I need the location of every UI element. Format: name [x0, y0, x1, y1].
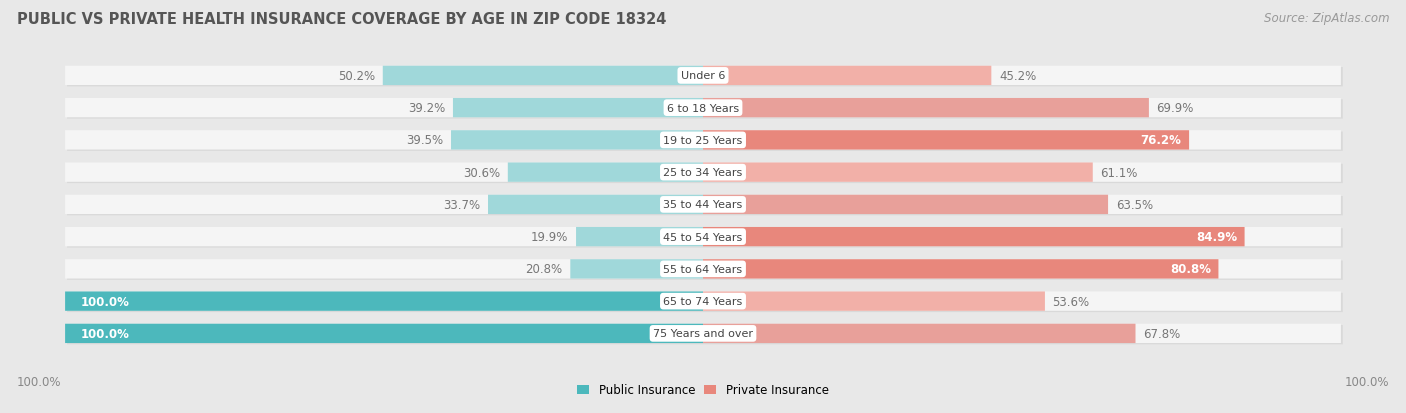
FancyBboxPatch shape — [65, 292, 703, 311]
FancyBboxPatch shape — [65, 324, 1341, 343]
FancyBboxPatch shape — [65, 260, 1341, 279]
Text: 76.2%: 76.2% — [1140, 134, 1181, 147]
Text: 45.2%: 45.2% — [1000, 70, 1036, 83]
FancyBboxPatch shape — [65, 292, 1341, 311]
FancyBboxPatch shape — [67, 197, 1343, 216]
Text: 39.5%: 39.5% — [406, 134, 443, 147]
FancyBboxPatch shape — [65, 131, 1341, 150]
Text: 84.9%: 84.9% — [1197, 230, 1237, 244]
FancyBboxPatch shape — [67, 68, 1343, 87]
Text: 65 to 74 Years: 65 to 74 Years — [664, 297, 742, 306]
FancyBboxPatch shape — [508, 163, 703, 183]
FancyBboxPatch shape — [67, 100, 1343, 119]
Text: 53.6%: 53.6% — [1053, 295, 1090, 308]
FancyBboxPatch shape — [67, 325, 1343, 344]
Text: 100.0%: 100.0% — [17, 375, 62, 388]
Text: 75 Years and over: 75 Years and over — [652, 329, 754, 339]
Text: 55 to 64 Years: 55 to 64 Years — [664, 264, 742, 274]
Text: 69.9%: 69.9% — [1157, 102, 1194, 115]
Text: 33.7%: 33.7% — [443, 198, 481, 211]
Text: Under 6: Under 6 — [681, 71, 725, 81]
FancyBboxPatch shape — [703, 195, 1108, 214]
FancyBboxPatch shape — [382, 66, 703, 86]
Text: 61.1%: 61.1% — [1101, 166, 1137, 179]
Text: 20.8%: 20.8% — [526, 263, 562, 276]
FancyBboxPatch shape — [67, 164, 1343, 184]
FancyBboxPatch shape — [67, 229, 1343, 248]
Text: 19 to 25 Years: 19 to 25 Years — [664, 135, 742, 145]
FancyBboxPatch shape — [67, 293, 1343, 312]
FancyBboxPatch shape — [65, 228, 1341, 247]
Text: 100.0%: 100.0% — [82, 327, 129, 340]
Text: 67.8%: 67.8% — [1143, 327, 1181, 340]
FancyBboxPatch shape — [703, 66, 991, 86]
FancyBboxPatch shape — [65, 195, 1341, 214]
Text: 63.5%: 63.5% — [1116, 198, 1153, 211]
Text: 100.0%: 100.0% — [1344, 375, 1389, 388]
FancyBboxPatch shape — [703, 260, 1219, 279]
Text: 80.8%: 80.8% — [1170, 263, 1211, 276]
Text: 6 to 18 Years: 6 to 18 Years — [666, 103, 740, 113]
FancyBboxPatch shape — [67, 261, 1343, 280]
Text: 35 to 44 Years: 35 to 44 Years — [664, 200, 742, 210]
FancyBboxPatch shape — [703, 292, 1045, 311]
Text: 45 to 54 Years: 45 to 54 Years — [664, 232, 742, 242]
FancyBboxPatch shape — [65, 99, 1341, 118]
Text: Source: ZipAtlas.com: Source: ZipAtlas.com — [1264, 12, 1389, 25]
Legend: Public Insurance, Private Insurance: Public Insurance, Private Insurance — [578, 383, 828, 396]
FancyBboxPatch shape — [451, 131, 703, 150]
Text: 19.9%: 19.9% — [531, 230, 568, 244]
Text: 39.2%: 39.2% — [408, 102, 446, 115]
Text: PUBLIC VS PRIVATE HEALTH INSURANCE COVERAGE BY AGE IN ZIP CODE 18324: PUBLIC VS PRIVATE HEALTH INSURANCE COVER… — [17, 12, 666, 27]
FancyBboxPatch shape — [703, 324, 1136, 343]
FancyBboxPatch shape — [65, 66, 1341, 86]
FancyBboxPatch shape — [65, 324, 703, 343]
Text: 25 to 34 Years: 25 to 34 Years — [664, 168, 742, 178]
FancyBboxPatch shape — [703, 228, 1244, 247]
Text: 30.6%: 30.6% — [463, 166, 501, 179]
FancyBboxPatch shape — [67, 132, 1343, 152]
FancyBboxPatch shape — [703, 163, 1092, 183]
FancyBboxPatch shape — [703, 131, 1189, 150]
Text: 100.0%: 100.0% — [82, 295, 129, 308]
Text: 50.2%: 50.2% — [337, 70, 375, 83]
FancyBboxPatch shape — [453, 99, 703, 118]
FancyBboxPatch shape — [65, 163, 1341, 183]
FancyBboxPatch shape — [576, 228, 703, 247]
FancyBboxPatch shape — [703, 99, 1149, 118]
FancyBboxPatch shape — [488, 195, 703, 214]
FancyBboxPatch shape — [571, 260, 703, 279]
